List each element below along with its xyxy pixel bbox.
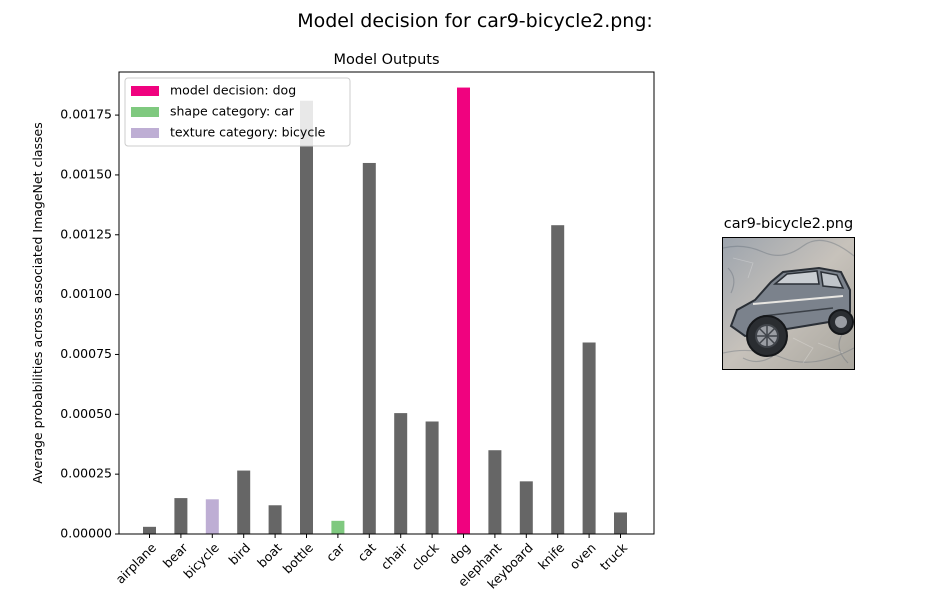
y-tick-label: 0.00150 xyxy=(60,166,112,181)
y-tick-label: 0.00175 xyxy=(60,107,112,122)
chart-title: Model Outputs xyxy=(333,52,439,68)
x-tick-label-dog: dog xyxy=(446,540,473,567)
y-tick-label: 0.00075 xyxy=(60,346,112,361)
x-tick-label-airplane: airplane xyxy=(112,540,159,587)
legend-box xyxy=(124,77,351,147)
bar-dog xyxy=(457,87,470,534)
y-ticks: 0.00000 0.00025 0.00050 0.00075 0.00100 0.001… xyxy=(60,107,119,541)
bar-bird xyxy=(237,470,251,534)
y-tick-label: 0.00025 xyxy=(60,466,112,481)
y-tick-label: 0.00100 xyxy=(60,286,112,301)
legend-swatch xyxy=(131,128,159,138)
bar-cat xyxy=(362,162,376,534)
x-tick-label-cat: cat xyxy=(355,540,379,564)
x-tick-label-knife: knife xyxy=(535,540,568,573)
bar-elephant xyxy=(488,450,502,534)
bar-clock xyxy=(425,421,439,534)
x-tick-label-truck: truck xyxy=(597,539,631,573)
bar-bear xyxy=(174,498,188,534)
figure-suptitle: Model decision for car9-bicycle2.png: xyxy=(297,10,653,32)
x-tick-label-oven: oven xyxy=(566,540,598,572)
legend-swatch xyxy=(131,86,159,96)
plot-area: 0.00000 0.00025 0.00050 0.00075 0.00100 0.001… xyxy=(60,71,655,592)
x-tick-label-car: car xyxy=(323,539,348,564)
bar-knife xyxy=(551,225,565,534)
bar-chair xyxy=(394,413,408,534)
bar-keyboard xyxy=(519,481,533,534)
y-tick-label: 0.00000 xyxy=(60,526,112,541)
legend-label: shape category: car xyxy=(170,104,295,119)
bar-bottle xyxy=(300,100,313,534)
car-photo-icon xyxy=(723,238,854,369)
bar-car xyxy=(331,520,345,534)
bar-truck xyxy=(614,512,627,534)
axes-frame xyxy=(118,71,655,535)
stimulus-image xyxy=(722,237,855,370)
legend-label: model decision: dog xyxy=(170,83,296,98)
x-tick-label-bird: bird xyxy=(226,540,254,568)
bar-boat xyxy=(268,505,282,534)
y-axis-label: Average probabilities across associated … xyxy=(30,122,45,483)
y-tick-label: 0.00050 xyxy=(60,406,112,421)
bar-airplane xyxy=(143,526,156,534)
legend-entries: model decision: dog shape category: car te… xyxy=(131,83,326,140)
legend: model decision: dog shape category: car te… xyxy=(124,77,351,147)
x-tick-label-bicycle: bicycle xyxy=(180,540,222,582)
bar-oven xyxy=(582,342,596,534)
bars-group xyxy=(143,87,627,534)
y-tick-label: 0.00125 xyxy=(60,226,112,241)
bar-bicycle xyxy=(205,499,219,534)
x-tick-label-bottle: bottle xyxy=(280,540,317,577)
legend-label: texture category: bicycle xyxy=(170,125,326,140)
x-tick-label-chair: chair xyxy=(378,539,411,572)
legend-swatch xyxy=(131,107,159,117)
x-tick-label-clock: clock xyxy=(408,539,442,573)
image-panel-title: car9-bicycle2.png xyxy=(724,216,853,232)
